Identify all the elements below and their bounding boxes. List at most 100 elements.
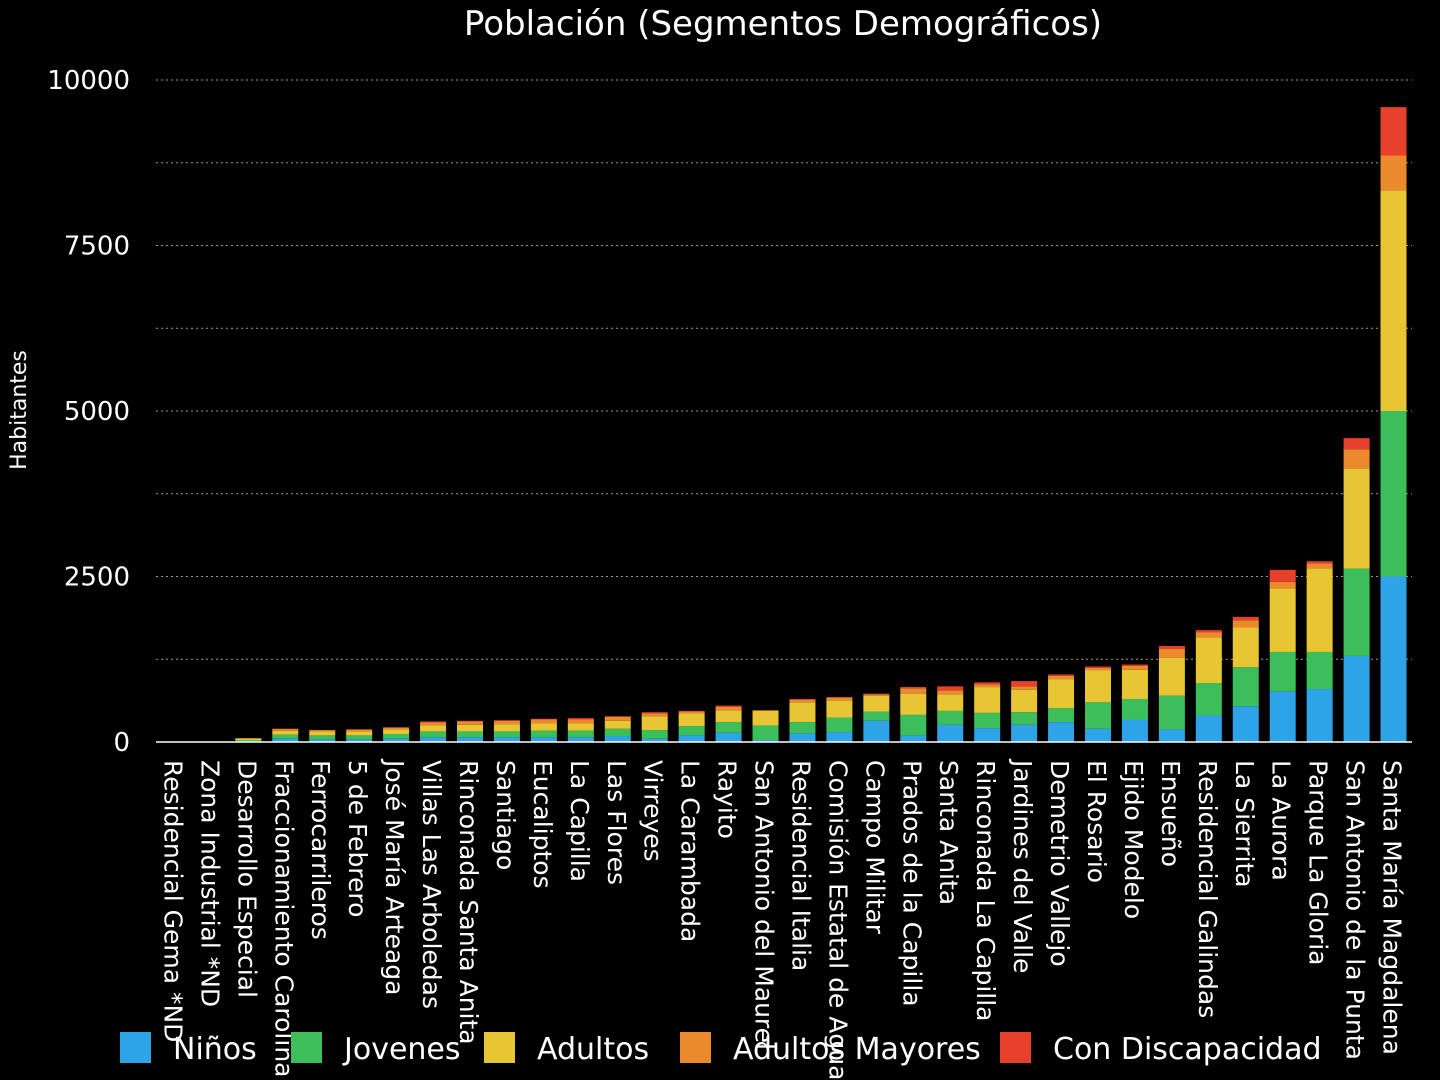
legend-swatch: [291, 1032, 322, 1063]
legend: Niños Jovenes Adultos Adultos Mayores Con Di…: [120, 1032, 1322, 1067]
bar-segment: [1048, 675, 1075, 680]
bar-segment: [420, 737, 447, 742]
bar-segment: [567, 730, 594, 738]
bar-segment: [383, 734, 410, 739]
legend-swatch: [484, 1032, 515, 1063]
bar-segment: [863, 693, 890, 695]
x-tick-label: Residencial Gema *ND: [158, 760, 187, 1042]
bar-segment: [567, 718, 594, 720]
bar-segment: [1121, 719, 1148, 742]
bar-segment: [1306, 563, 1333, 569]
bar-segment: [383, 729, 410, 735]
bar-segment: [1343, 438, 1370, 450]
x-tick-label: La Capilla: [565, 760, 594, 882]
bar-segment: [974, 684, 1001, 688]
bar-segment: [900, 687, 927, 689]
x-tick-label: Desarrollo Especial: [232, 760, 261, 998]
bar-segment: [272, 734, 299, 739]
bar-segment: [346, 739, 373, 742]
bar-segment: [1085, 670, 1111, 703]
bar-segment: [272, 728, 299, 731]
bar-segment: [235, 740, 262, 742]
bar-segment: [1269, 691, 1296, 742]
bar-segment: [457, 731, 483, 738]
bar-segment: [641, 712, 668, 714]
bar-segment: [493, 737, 520, 742]
bar-segment: [678, 726, 705, 736]
bar-segment: [383, 738, 410, 742]
bar-segment: [604, 716, 631, 721]
bar-segment: [530, 719, 557, 724]
x-tick-label: Santa María Magdalena: [1378, 760, 1407, 1055]
x-tick-label: La Aurora: [1267, 760, 1296, 881]
bar-segment: [1269, 588, 1296, 652]
bar-segment: [1343, 468, 1370, 569]
bar-segment: [826, 696, 853, 698]
bar-segment: [1085, 702, 1111, 729]
y-tick-label: 5000: [64, 397, 130, 427]
bar-segment: [641, 716, 668, 731]
x-tick-label: Virreyes: [639, 760, 668, 862]
bar-segment: [974, 728, 1001, 742]
bar-segment: [789, 733, 816, 742]
bar-segment: [1380, 107, 1407, 156]
bar-segment: [493, 720, 520, 721]
x-tick-label: San Antonio del Maurel: [750, 760, 779, 1050]
bar-segment: [1232, 616, 1259, 621]
legend-swatch: [680, 1032, 711, 1063]
bar-segment: [937, 694, 964, 711]
bar-segment: [1343, 449, 1370, 469]
bar-segment: [1232, 620, 1259, 628]
bar-segment: [420, 731, 447, 738]
bar-segment: [420, 725, 447, 732]
bar-segment: [715, 722, 742, 733]
legend-swatch: [120, 1032, 151, 1063]
x-tick-label: Ferrocarrileros: [306, 760, 335, 940]
bar-segment: [1380, 576, 1407, 742]
x-tick-labels: Residencial Gema *ND Zona Industrial *ND D…: [158, 758, 1406, 1080]
bar-segment: [1011, 724, 1038, 742]
bar-segment: [309, 731, 336, 736]
bar-segment: [235, 738, 262, 741]
bar-segment: [346, 731, 373, 736]
bar-segment: [641, 713, 668, 717]
legend-label: Adultos Mayores: [733, 1032, 981, 1067]
y-tick-label: 7500: [64, 232, 130, 262]
bar-segment: [1048, 708, 1075, 723]
x-tick-label: Las Flores: [602, 760, 631, 885]
bar-segment: [752, 710, 779, 711]
bar-segment: [457, 724, 483, 732]
x-tick-label: Residencial Italia: [786, 760, 815, 971]
bar-segment: [1121, 664, 1148, 666]
bar-segment: [826, 717, 853, 733]
bar-segment: [346, 729, 373, 732]
bar-segment: [1158, 695, 1185, 730]
bar-segment: [678, 735, 705, 742]
bar-segment: [1380, 411, 1407, 577]
y-axis-label: Habitantes: [7, 350, 32, 470]
bar-segment: [1269, 569, 1296, 582]
bar-segment: [604, 720, 631, 729]
bar-segment: [530, 730, 557, 738]
bar-segment: [1232, 667, 1259, 707]
legend-label: Adultos: [537, 1032, 649, 1067]
bar-segment: [715, 732, 742, 742]
bar-segment: [1011, 681, 1038, 687]
bar-segment: [789, 702, 816, 723]
bar-segment: [789, 698, 816, 700]
bar-segment: [420, 721, 447, 723]
bar-segment: [457, 720, 483, 722]
x-tick-label: La Carambada: [676, 760, 705, 942]
bar-segment: [641, 730, 668, 739]
bar-segment: [272, 738, 299, 742]
bar-segment: [346, 735, 373, 740]
bar-segment: [1121, 698, 1148, 720]
bar-segment: [863, 711, 890, 721]
bar-segment: [1232, 627, 1259, 668]
bar-segment: [900, 688, 927, 694]
bar-segment: [715, 705, 742, 707]
bar-segment: [309, 730, 336, 732]
bar-segment: [1269, 581, 1296, 589]
bar-segment: [752, 725, 779, 741]
bar-segment: [974, 712, 1001, 729]
